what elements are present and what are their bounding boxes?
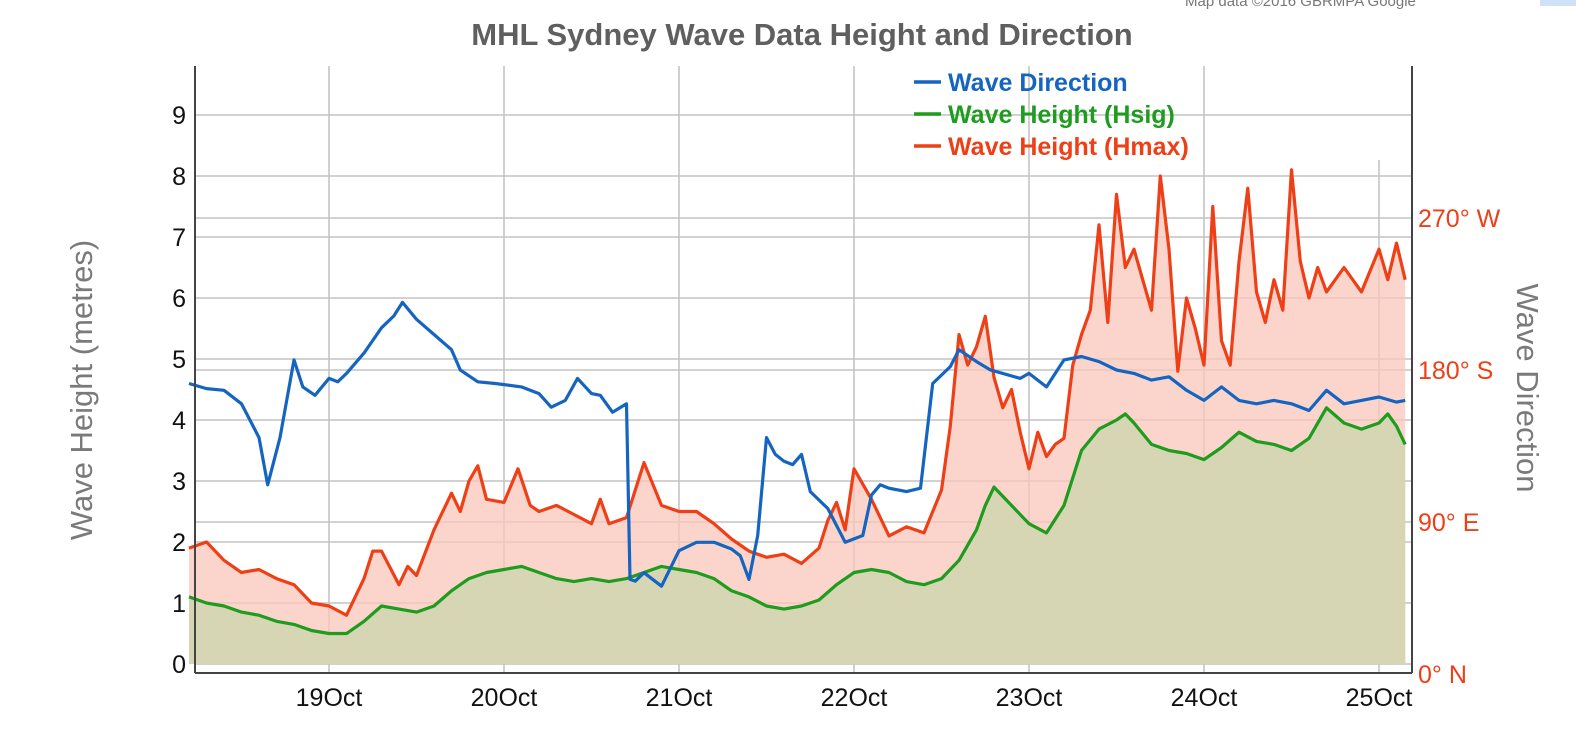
hsig-area [189, 407, 1406, 664]
y-tick-label: 7 [172, 224, 186, 252]
direction-line [188, 300, 1406, 588]
axes [194, 66, 1413, 674]
y2-axis-title: Wave Direction [1510, 283, 1545, 492]
y-tick-label: 6 [172, 285, 186, 313]
chart-title: MHL Sydney Wave Data Height and Directio… [471, 17, 1132, 52]
legend: Wave Direction Wave Height (Hsig) Wave Hei… [914, 69, 1189, 161]
y-tick-label: 9 [172, 102, 186, 130]
legend-label: Wave Height (Hmax) [948, 133, 1189, 161]
map-strip [1540, 0, 1576, 6]
y-axis-title: Wave Height (metres) [64, 240, 99, 540]
x-tick-label: 21Oct [646, 684, 713, 712]
y-tick-label: 1 [172, 590, 186, 618]
y2-tick-label: 180° S [1418, 357, 1493, 385]
legend-label: Wave Direction [948, 69, 1128, 97]
tick-labels: 0 1 2 3 4 5 6 7 8 9 19Oct 20Oct 21Oct 22Oct 23Oct 24Oct… [172, 102, 1501, 712]
y2-tick-label: 90° E [1418, 509, 1479, 537]
y-tick-label: 2 [172, 529, 186, 557]
y2-tick-label: 0° N [1418, 661, 1467, 689]
map-attribution: Map data ©2016 GBRMPA Google [1185, 0, 1416, 10]
x-tick-label: 24Oct [1171, 684, 1238, 712]
hmax-line [188, 168, 1407, 617]
y-tick-label: 3 [172, 468, 186, 496]
x-tick-label: 20Oct [471, 684, 538, 712]
legend-label: Wave Height (Hsig) [948, 101, 1175, 129]
x-tick-label: 25Oct [1346, 684, 1413, 712]
x-tick-label: 23Oct [996, 684, 1063, 712]
series-lines [188, 168, 1407, 636]
x-tick-label: 22Oct [821, 684, 888, 712]
hsig-line [188, 406, 1407, 636]
y2-tick-label: 270° W [1418, 205, 1501, 233]
area-fills [189, 169, 1406, 664]
x-tick-label: 19Oct [296, 684, 363, 712]
y-tick-label: 0 [172, 651, 186, 679]
y-tick-label: 4 [172, 407, 186, 435]
y-tick-label: 8 [172, 163, 186, 191]
y-tick-label: 5 [172, 346, 186, 374]
